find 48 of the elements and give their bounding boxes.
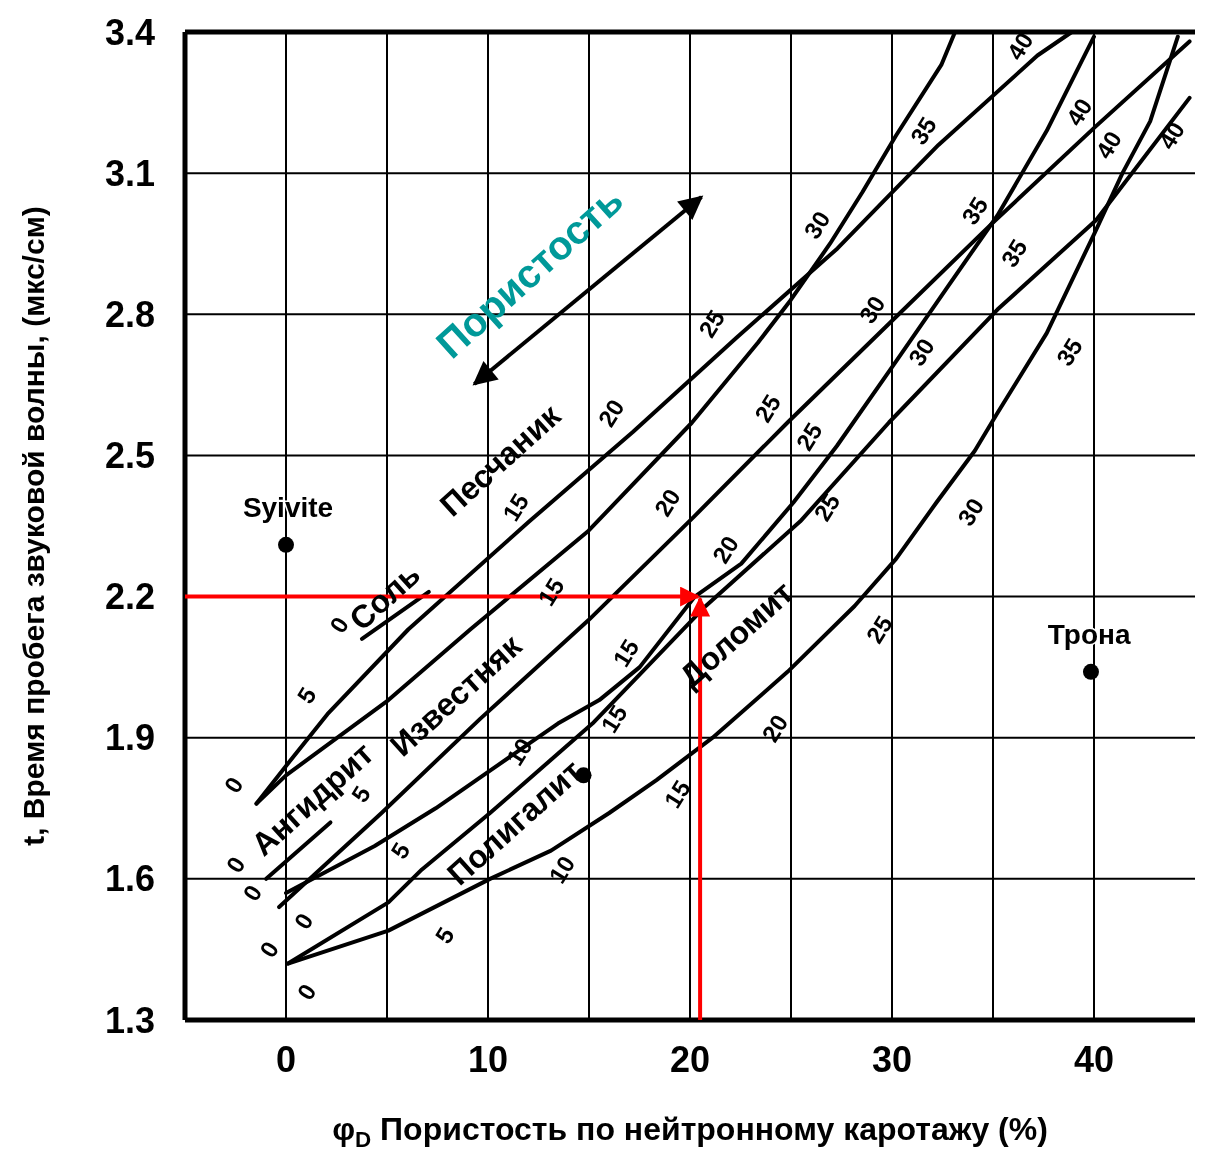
annotation: 35 bbox=[904, 112, 942, 150]
x-tick-label: 10 bbox=[467, 1039, 509, 1080]
annotation: 0 bbox=[237, 880, 268, 906]
x-tick-label: 40 bbox=[1073, 1039, 1115, 1080]
annotation: 0 bbox=[291, 978, 322, 1005]
annotation: 5 bbox=[291, 682, 322, 709]
y-tick-label: 1.3 bbox=[104, 999, 155, 1041]
annotation: 20 bbox=[756, 709, 794, 747]
annotation: 20 bbox=[592, 394, 630, 432]
annotation: 30 bbox=[902, 333, 940, 371]
annotation: 35 bbox=[995, 234, 1033, 272]
annotation: 25 bbox=[693, 305, 731, 343]
annotation: 20 bbox=[706, 530, 744, 568]
annotation: 40 bbox=[1001, 27, 1039, 65]
y-axis-title: t, Время пробега звуковой волны, (мкс/см) bbox=[17, 206, 50, 846]
x-tick-label: 30 bbox=[871, 1039, 913, 1080]
annotation: 0 bbox=[288, 908, 319, 934]
annotation: 30 bbox=[952, 493, 990, 531]
point bbox=[1082, 663, 1099, 680]
annotation: 25 bbox=[749, 389, 787, 427]
y-tick-label: 3.1 bbox=[104, 152, 155, 194]
annotation: 15 bbox=[532, 573, 570, 611]
y-tick-label: 1.6 bbox=[104, 858, 155, 900]
y-tick-label: 2.5 bbox=[104, 435, 155, 477]
annotation: 0 bbox=[218, 771, 249, 798]
annotation: 35 bbox=[1050, 333, 1088, 371]
x-tick-label: 0 bbox=[275, 1039, 297, 1080]
annotation: 25 bbox=[808, 488, 846, 526]
annotation: 15 bbox=[607, 634, 645, 672]
annotation: 30 bbox=[798, 206, 836, 244]
x-axis-title: φ$_{D}$ Пористость по нейтронному каротажу (%) bbox=[332, 1111, 1048, 1152]
annotation: 20 bbox=[648, 483, 686, 521]
y-tick-label: 1.9 bbox=[104, 717, 155, 759]
y-tick-label: 3.4 bbox=[104, 11, 155, 53]
annotation: 15 bbox=[658, 775, 696, 813]
annotation: 25 bbox=[790, 418, 828, 456]
annotation: 25 bbox=[860, 610, 898, 648]
annotation: 40 bbox=[1153, 116, 1191, 154]
y-tick-label: 2.8 bbox=[104, 293, 155, 335]
annotation: 5 bbox=[385, 837, 416, 864]
annotation: 5 bbox=[429, 922, 460, 949]
annotation: 0 bbox=[254, 936, 285, 963]
annotation: 35 bbox=[956, 192, 994, 230]
annotation: 15 bbox=[595, 700, 633, 738]
annotation: 0 bbox=[220, 851, 251, 878]
x-tick-label: 20 bbox=[669, 1039, 711, 1080]
y-tick-label: 2.2 bbox=[104, 576, 155, 618]
point bbox=[278, 536, 294, 553]
